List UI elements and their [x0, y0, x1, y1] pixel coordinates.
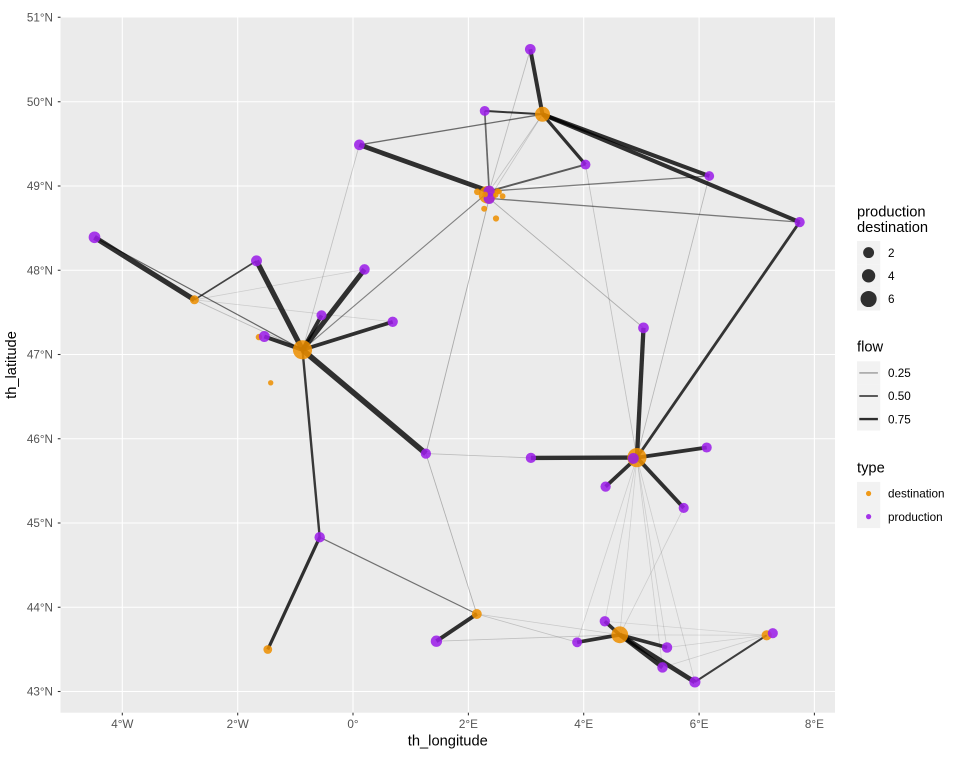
svg-text:0.75: 0.75 [888, 413, 911, 426]
svg-text:2°W: 2°W [227, 718, 249, 731]
svg-text:destination: destination [857, 220, 928, 236]
svg-text:49°N: 49°N [27, 180, 53, 193]
svg-text:51°N: 51°N [27, 12, 53, 25]
svg-text:0.50: 0.50 [888, 390, 911, 403]
svg-text:production: production [888, 511, 943, 524]
svg-text:flow: flow [857, 340, 884, 356]
svg-text:2°E: 2°E [459, 718, 478, 731]
svg-text:4: 4 [888, 270, 895, 283]
svg-text:44°N: 44°N [27, 602, 53, 615]
svg-text:43°N: 43°N [27, 686, 53, 699]
svg-text:0.25: 0.25 [888, 367, 911, 380]
svg-text:type: type [857, 461, 885, 477]
svg-text:production: production [857, 205, 926, 221]
svg-text:2: 2 [888, 247, 895, 260]
svg-text:6: 6 [888, 293, 895, 306]
svg-text:50°N: 50°N [27, 96, 53, 109]
svg-text:th_longitude: th_longitude [408, 734, 488, 750]
svg-text:4°E: 4°E [574, 718, 593, 731]
svg-text:46°N: 46°N [27, 433, 53, 446]
svg-text:47°N: 47°N [27, 349, 53, 362]
svg-text:destination: destination [888, 488, 945, 501]
svg-text:45°N: 45°N [27, 517, 53, 530]
svg-text:4°W: 4°W [111, 718, 133, 731]
svg-text:th_latitude: th_latitude [4, 331, 20, 399]
svg-text:6°E: 6°E [690, 718, 709, 731]
svg-text:48°N: 48°N [27, 264, 53, 277]
svg-text:0°: 0° [347, 718, 358, 731]
svg-text:8°E: 8°E [805, 718, 824, 731]
